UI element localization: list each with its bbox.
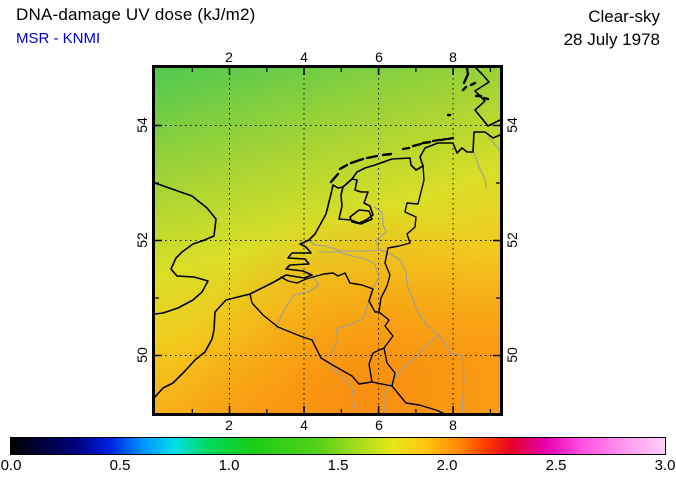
border-belgium-netherlands [280, 272, 380, 313]
border-luxembourg-germany [383, 347, 396, 387]
river-rhine [308, 240, 465, 413]
river-weser [473, 152, 487, 189]
colorbar-tick-label: 0.0 [0, 457, 22, 474]
colorbar-tick-label: 2.0 [436, 457, 458, 474]
river-moselle [384, 334, 439, 413]
coastline-continent [155, 131, 500, 398]
x-axis-label-bottom: 6 [375, 417, 383, 433]
river-ijssel [373, 206, 387, 250]
uv-dose-hotspot [155, 68, 500, 413]
country-borders [249, 164, 444, 413]
map-canvas [155, 68, 500, 413]
river-elbe [487, 136, 500, 151]
border-france-belgium [249, 293, 444, 413]
north-frisian-islands [446, 68, 490, 117]
river-meuse [318, 251, 380, 410]
x-axis-label-bottom: 4 [300, 417, 308, 433]
y-axis-label-left: 54 [134, 117, 150, 133]
y-axis-label-right: 50 [504, 347, 520, 363]
border-netherlands-germany [378, 164, 425, 313]
lake-ijsselmeer [338, 178, 374, 224]
y-axis-label-right: 52 [504, 232, 520, 248]
y-axis-label-left: 52 [134, 232, 150, 248]
colorbar-gradient [11, 438, 665, 454]
axis-major-ticks [155, 68, 500, 413]
colorbar-tick-label: 0.5 [109, 457, 131, 474]
map-frame [152, 65, 503, 416]
coastlines [155, 68, 500, 398]
colorbar-tick-label: 1.0 [218, 457, 240, 474]
x-axis-label-bottom: 8 [449, 417, 457, 433]
border-belgium-luxembourg [368, 347, 385, 383]
colorbar-tick-label: 3.0 [654, 457, 676, 474]
x-axis-label-bottom: 2 [225, 417, 233, 433]
coastline-england [155, 182, 217, 315]
page-title: DNA-damage UV dose (kJ/m2) [16, 5, 256, 24]
condition-label: Clear-sky [588, 7, 660, 26]
colorbar-labels: 0.0 0.5 1.0 1.5 2.0 2.5 3.0 [1, 457, 676, 475]
x-axis-label-top: 6 [375, 49, 383, 65]
river-scheldt [274, 277, 320, 331]
header-right: Clear-sky 28 July 1978 [564, 5, 660, 51]
y-axis-label-right: 54 [504, 117, 520, 133]
date-label: 28 July 1978 [563, 30, 660, 49]
border-belgium-germany [378, 311, 394, 349]
rivers [274, 136, 500, 413]
wadden-islands-chain [329, 136, 455, 184]
colorbar-tick-label: 2.5 [545, 457, 567, 474]
x-axis-label-top: 8 [449, 49, 457, 65]
x-axis-label-top: 4 [300, 49, 308, 65]
axis-minor-ticks [155, 68, 500, 413]
x-axis-label-top: 2 [225, 49, 233, 65]
flevoland-polder [349, 209, 373, 225]
colorbar-tick-label: 1.5 [327, 457, 349, 474]
subtitle-source: MSR - KNMI [16, 30, 101, 47]
wadden-islands [329, 68, 490, 184]
y-axis-label-left: 50 [134, 347, 150, 363]
colorbar [10, 437, 666, 455]
